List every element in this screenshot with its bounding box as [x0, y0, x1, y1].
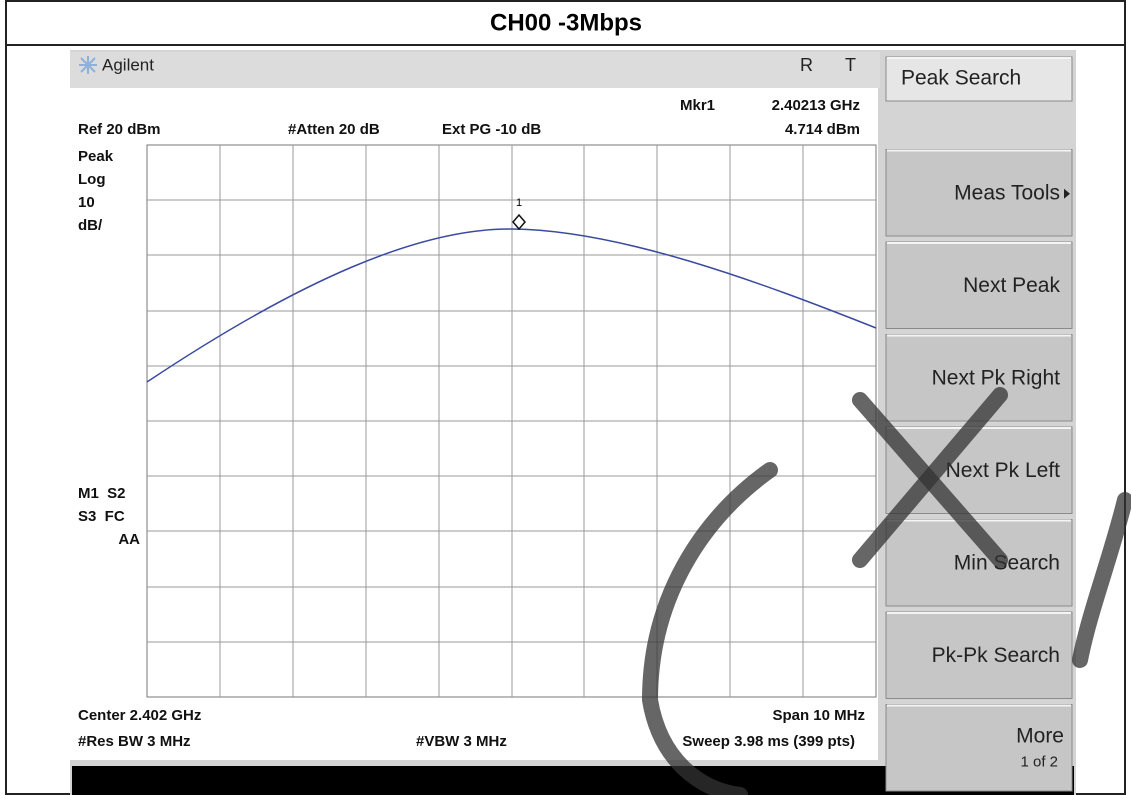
flag-text: S3 FC	[78, 508, 125, 525]
header-bar	[70, 52, 880, 88]
indicator: R	[800, 55, 813, 75]
brand: Agilent	[102, 55, 154, 74]
softkey-label: Next Pk Left	[946, 459, 1061, 482]
center-frequency: Center 2.402 GHz	[78, 707, 201, 724]
scale-text: Peak	[78, 148, 114, 165]
attenuation: #Atten 20 dB	[288, 121, 380, 138]
external-gain: Ext PG -10 dB	[442, 121, 541, 138]
graticule	[146, 144, 877, 698]
softkey-label: Meas Tools	[954, 181, 1060, 204]
marker-label: Mkr1	[680, 97, 715, 114]
vbw: #VBW 3 MHz	[416, 733, 507, 750]
softkey[interactable]	[885, 241, 1073, 329]
softkey-sublabel: 1 of 2	[1020, 754, 1058, 771]
scale-text: Log	[78, 171, 106, 188]
span: Span 10 MHz	[772, 707, 865, 724]
indicator: T	[845, 55, 856, 75]
plot-panel	[70, 88, 878, 760]
softkey[interactable]	[885, 611, 1073, 699]
flag-text: AA	[118, 531, 140, 548]
submenu-arrow	[1064, 188, 1070, 199]
sweep: Sweep 3.98 ms (399 pts)	[682, 733, 855, 750]
softkey[interactable]	[885, 334, 1073, 422]
scale-text: 10	[78, 194, 95, 211]
rbw: #Res BW 3 MHz	[78, 733, 191, 750]
reference-level: Ref 20 dBm	[78, 121, 161, 138]
title: CH00 -3Mbps	[490, 9, 642, 36]
agilent-logo	[79, 56, 97, 74]
flag-text: M1 S2	[78, 485, 126, 502]
softkey[interactable]	[885, 56, 1073, 102]
marker-frequency: 2.40213 GHz	[772, 97, 860, 114]
marker-level: 4.714 dBm	[785, 121, 860, 138]
trace	[146, 228, 877, 383]
softkey-label: Next Pk Right	[932, 366, 1061, 389]
softkey-label: Peak Search	[901, 67, 1021, 90]
softkey[interactable]	[885, 149, 1073, 237]
softkey-label: More	[1016, 724, 1064, 747]
softkey-label: Pk-Pk Search	[932, 644, 1060, 667]
marker-diamond	[512, 213, 526, 231]
watermark	[641, 387, 1131, 795]
softkey[interactable]	[885, 704, 1073, 792]
scale-text: dB/	[78, 217, 103, 234]
marker-number: 1	[516, 197, 522, 209]
softkey-label: Next Peak	[963, 274, 1060, 297]
